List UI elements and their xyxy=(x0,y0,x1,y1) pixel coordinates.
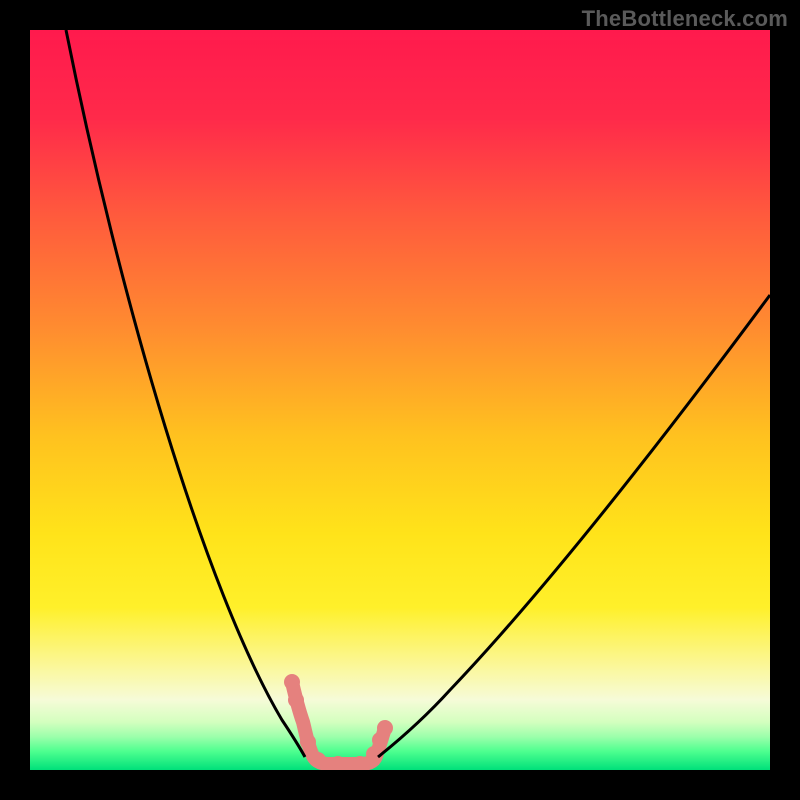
bottom-squiggle xyxy=(292,682,385,764)
curve-right xyxy=(378,295,770,757)
figure-root: TheBottleneck.com xyxy=(0,0,800,800)
curves-layer xyxy=(30,30,770,770)
plot-area xyxy=(30,30,770,770)
curve-left xyxy=(66,30,305,757)
watermark-label: TheBottleneck.com xyxy=(582,6,788,32)
